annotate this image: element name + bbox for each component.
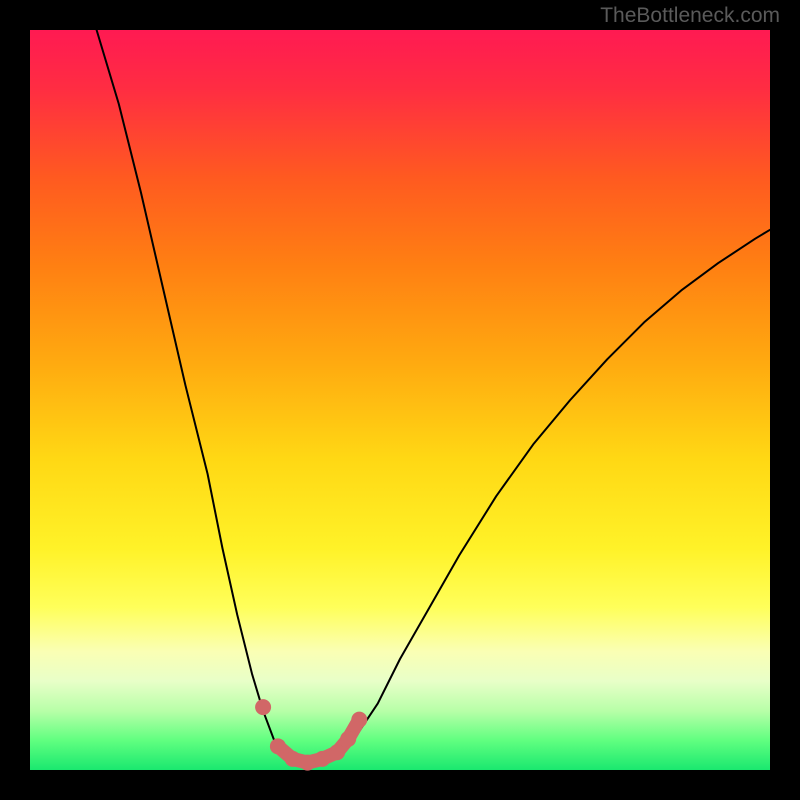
bottleneck-chart bbox=[0, 0, 800, 800]
highlight-dot bbox=[340, 731, 356, 747]
highlight-dot bbox=[270, 738, 286, 754]
highlight-dot bbox=[300, 755, 316, 771]
highlight-dot bbox=[329, 744, 345, 760]
highlight-dot bbox=[255, 699, 271, 715]
watermark-text: TheBottleneck.com bbox=[600, 4, 780, 28]
highlight-dot bbox=[351, 712, 367, 728]
highlight-dot bbox=[285, 751, 301, 767]
highlight-dot bbox=[314, 751, 330, 767]
chart-svg bbox=[0, 0, 800, 800]
